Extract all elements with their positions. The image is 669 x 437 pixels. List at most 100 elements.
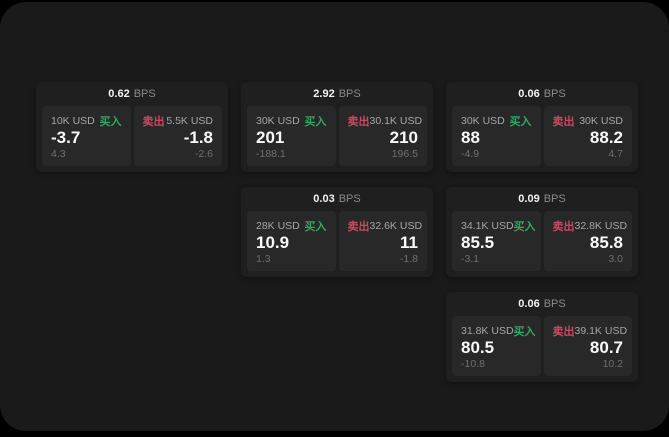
quote-card: 0.06 BPS 31.8K USD 买入 80.5 -10.8 卖出 39.1… <box>446 292 638 382</box>
bps-unit-label: BPS <box>543 193 566 205</box>
sell-size-label: 30.1K USD <box>369 115 423 127</box>
bps-unit-label: BPS <box>543 88 566 100</box>
card-body: 31.8K USD 买入 80.5 -10.8 卖出 39.1K USD 80.… <box>446 316 638 382</box>
buy-panel[interactable]: 28K USD 买入 10.9 1.3 <box>247 211 336 271</box>
buy-side-label: 买入 <box>304 116 327 128</box>
buy-main-value: 10.9 <box>256 233 290 253</box>
card-body: 10K USD 买入 -3.7 4.3 卖出 5.5K USD -1.8 -2.… <box>36 106 228 172</box>
sell-side-label: 卖出 <box>552 221 575 233</box>
quote-card: 0.62 BPS 10K USD 买入 -3.7 4.3 卖出 5.5K USD… <box>36 82 228 172</box>
sell-panel[interactable]: 卖出 32.6K USD 11 -1.8 <box>338 211 427 271</box>
sell-panel-top: 卖出 39.1K USD <box>552 323 628 339</box>
bps-header: 2.92 BPS <box>241 82 433 106</box>
buy-sub-value: -3.1 <box>461 253 480 265</box>
buy-side-label: 买入 <box>513 326 536 338</box>
sell-panel[interactable]: 卖出 30.1K USD 210 196.5 <box>338 106 427 166</box>
quote-card: 0.06 BPS 30K USD 买入 88 -4.9 卖出 30K USD 8… <box>446 82 638 172</box>
sell-panel-top: 卖出 32.8K USD <box>552 218 628 234</box>
sell-panel[interactable]: 卖出 30K USD 88.2 4.7 <box>543 106 632 166</box>
sell-main-value: -1.8 <box>183 128 213 148</box>
sell-side-label: 卖出 <box>142 116 165 128</box>
bps-unit-label: BPS <box>133 88 156 100</box>
buy-panel-top: 31.8K USD 买入 <box>461 323 536 339</box>
bps-value: 0.03 <box>313 193 335 205</box>
buy-side-label: 买入 <box>304 221 327 233</box>
sell-sub-value: 10.2 <box>602 358 623 370</box>
sell-size-label: 32.8K USD <box>574 220 628 232</box>
buy-panel-top: 28K USD 买入 <box>256 218 327 234</box>
sell-panel-top: 卖出 32.6K USD <box>347 218 423 234</box>
sell-side-label: 卖出 <box>347 116 370 128</box>
sell-panel[interactable]: 卖出 32.8K USD 85.8 3.0 <box>543 211 632 271</box>
quote-cards-grid: 0.62 BPS 10K USD 买入 -3.7 4.3 卖出 5.5K USD… <box>36 82 638 382</box>
sell-main-value: 210 <box>389 128 418 148</box>
buy-size-label: 30K USD <box>461 115 505 127</box>
sell-side-label: 卖出 <box>347 221 370 233</box>
sell-sub-value: 4.7 <box>608 148 623 160</box>
buy-panel[interactable]: 30K USD 买入 88 -4.9 <box>452 106 541 166</box>
bps-value: 2.92 <box>313 88 335 100</box>
buy-sub-value: -10.8 <box>461 358 485 370</box>
buy-panel[interactable]: 10K USD 买入 -3.7 4.3 <box>42 106 131 166</box>
card-body: 30K USD 买入 88 -4.9 卖出 30K USD 88.2 4.7 <box>446 106 638 172</box>
buy-sub-value: -188.1 <box>256 148 286 160</box>
buy-main-value: -3.7 <box>51 128 81 148</box>
buy-panel-top: 10K USD 买入 <box>51 113 122 129</box>
buy-sub-value: 1.3 <box>256 253 271 265</box>
bps-header: 0.06 BPS <box>446 82 638 106</box>
buy-panel-top: 30K USD 买入 <box>256 113 327 129</box>
sell-panel[interactable]: 卖出 39.1K USD 80.7 10.2 <box>543 316 632 376</box>
sell-sub-value: 196.5 <box>391 148 418 160</box>
bps-unit-label: BPS <box>338 193 361 205</box>
buy-sub-value: 4.3 <box>51 148 66 160</box>
buy-sub-value: -4.9 <box>461 148 480 160</box>
sell-size-label: 39.1K USD <box>574 325 628 337</box>
sell-main-value: 85.8 <box>589 233 623 253</box>
sell-panel-top: 卖出 30K USD <box>553 113 624 129</box>
buy-main-value: 80.5 <box>461 338 495 358</box>
buy-side-label: 买入 <box>513 221 536 233</box>
sell-sub-value: -2.6 <box>194 148 213 160</box>
buy-panel[interactable]: 34.1K USD 买入 85.5 -3.1 <box>452 211 541 271</box>
buy-main-value: 201 <box>256 128 285 148</box>
sell-main-value: 88.2 <box>589 128 623 148</box>
buy-side-label: 买入 <box>509 116 532 128</box>
bps-header: 0.06 BPS <box>446 292 638 316</box>
bps-header: 0.62 BPS <box>36 82 228 106</box>
buy-main-value: 88 <box>461 128 480 148</box>
sell-size-label: 32.6K USD <box>369 220 423 232</box>
sell-size-label: 30K USD <box>579 115 623 127</box>
sell-side-label: 卖出 <box>552 326 575 338</box>
bps-value: 0.62 <box>108 88 130 100</box>
buy-size-label: 31.8K USD <box>461 325 514 337</box>
bps-header: 0.09 BPS <box>446 187 638 211</box>
bps-unit-label: BPS <box>543 298 566 310</box>
card-body: 34.1K USD 买入 85.5 -3.1 卖出 32.8K USD 85.8… <box>446 211 638 277</box>
card-body: 28K USD 买入 10.9 1.3 卖出 32.6K USD 11 -1.8 <box>241 211 433 277</box>
quote-card: 0.09 BPS 34.1K USD 买入 85.5 -3.1 卖出 32.8K… <box>446 187 638 277</box>
sell-panel-top: 卖出 5.5K USD <box>143 113 214 129</box>
buy-panel-top: 30K USD 买入 <box>461 113 532 129</box>
bps-unit-label: BPS <box>338 88 361 100</box>
sell-sub-value: -1.8 <box>399 253 418 265</box>
buy-panel-top: 34.1K USD 买入 <box>461 218 536 234</box>
sell-size-label: 5.5K USD <box>166 115 213 127</box>
buy-size-label: 30K USD <box>256 115 300 127</box>
buy-size-label: 34.1K USD <box>461 220 514 232</box>
card-body: 30K USD 买入 201 -188.1 卖出 30.1K USD 210 1… <box>241 106 433 172</box>
buy-size-label: 10K USD <box>51 115 95 127</box>
buy-side-label: 买入 <box>99 116 122 128</box>
sell-panel[interactable]: 卖出 5.5K USD -1.8 -2.6 <box>133 106 222 166</box>
sell-side-label: 卖出 <box>552 116 575 128</box>
buy-panel[interactable]: 31.8K USD 买入 80.5 -10.8 <box>452 316 541 376</box>
bps-value: 0.06 <box>518 298 540 310</box>
sell-panel-top: 卖出 30.1K USD <box>347 113 423 129</box>
sell-main-value: 11 <box>400 233 418 253</box>
buy-panel[interactable]: 30K USD 买入 201 -188.1 <box>247 106 336 166</box>
sell-main-value: 80.7 <box>589 338 623 358</box>
buy-size-label: 28K USD <box>256 220 300 232</box>
bps-value: 0.06 <box>518 88 540 100</box>
sell-sub-value: 3.0 <box>608 253 623 265</box>
bps-header: 0.03 BPS <box>241 187 433 211</box>
quote-card: 2.92 BPS 30K USD 买入 201 -188.1 卖出 30.1K … <box>241 82 433 172</box>
